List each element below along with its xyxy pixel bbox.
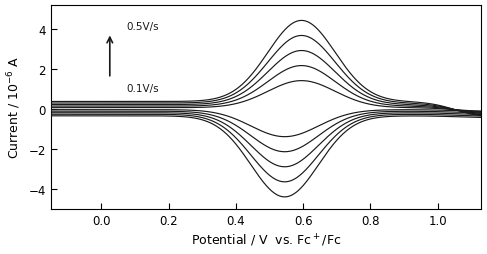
Text: 0.5V/s: 0.5V/s <box>127 22 159 31</box>
Text: 0.1V/s: 0.1V/s <box>127 83 159 93</box>
X-axis label: Potential / V  vs. Fc$^+$/Fc: Potential / V vs. Fc$^+$/Fc <box>191 232 341 248</box>
Y-axis label: Current / 10$^{-6}$ A: Current / 10$^{-6}$ A <box>5 56 23 159</box>
